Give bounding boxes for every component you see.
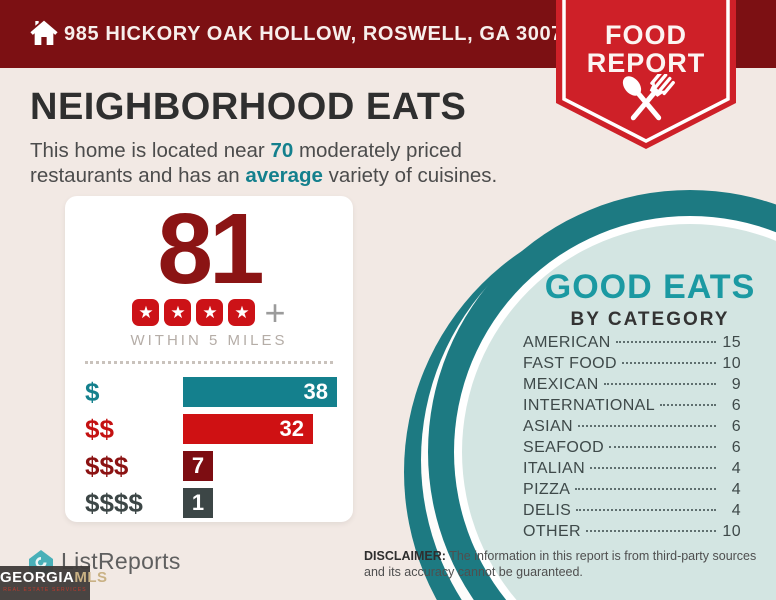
- category-label: SEAFOOD: [523, 439, 605, 456]
- ribbon-label-report: REPORT: [586, 48, 706, 78]
- category-row: ITALIAN 4: [523, 460, 741, 481]
- category-label: AMERICAN: [523, 334, 611, 351]
- category-row: PIZZA 4: [523, 481, 741, 502]
- category-value: 10: [722, 355, 741, 372]
- category-row: MEXICAN 9: [523, 376, 741, 397]
- dotted-leader: [603, 383, 716, 385]
- subtitle-text: variety of cuisines.: [322, 164, 498, 187]
- category-value: 6: [731, 418, 741, 435]
- category-value: 6: [731, 439, 741, 456]
- dotted-leader: [590, 467, 716, 469]
- spoon-fork-icon: [622, 74, 675, 121]
- bar-value: 38: [303, 379, 328, 404]
- disclaimer-text: The information in this report is from t…: [364, 549, 757, 579]
- disclaimer: DISCLAIMER: The information in this repo…: [364, 548, 766, 580]
- category-row: INTERNATIONAL 6: [523, 397, 741, 418]
- category-row: DELIS 4: [523, 502, 741, 523]
- bar: 1: [183, 488, 213, 518]
- dotted-leader: [615, 341, 716, 343]
- bar-value: 1: [191, 490, 205, 515]
- category-value: 4: [731, 481, 741, 498]
- dotted-leader: [586, 530, 716, 532]
- plus-sign: +: [264, 292, 286, 333]
- subtitle-text: This home is located near: [30, 139, 271, 162]
- star-icon: ★: [164, 299, 192, 326]
- good-eats-circle: [404, 190, 776, 600]
- dotted-leader: [578, 425, 716, 427]
- georgia-mls-wordmark: GEORGIAMLS: [0, 569, 108, 586]
- subtitle-text: moderately priced restaurants and has an: [30, 139, 462, 187]
- category-row: AMERICAN 15: [523, 334, 741, 355]
- good-eats-subtitle: BY CATEGORY: [570, 309, 730, 330]
- dotted-leader: [660, 404, 716, 406]
- bar: 38: [183, 377, 337, 407]
- bar-label: $$: [85, 413, 114, 444]
- bar-row: $$$$ 1: [85, 488, 353, 518]
- bar-row: $38: [85, 377, 353, 407]
- price-tier-bar-chart: $38 $$ 32 $$$ 7 $$$$ 1: [65, 377, 353, 518]
- dotted-leader: [621, 362, 716, 364]
- restaurant-score: 81: [157, 193, 264, 305]
- good-eats-header: GOOD EATS BY CATEGORY: [470, 268, 776, 331]
- category-label: FAST FOOD: [523, 355, 617, 372]
- category-list: AMERICAN 15 FAST FOOD 10 MEXICAN 9 INTERNATION…: [523, 334, 741, 544]
- bar: 32: [183, 414, 313, 444]
- category-value: 4: [731, 460, 741, 477]
- category-row: SEAFOOD 6: [523, 439, 741, 460]
- radius-caption: WITHIN 5 MILES: [130, 332, 288, 349]
- bar-label: $: [85, 376, 100, 407]
- disclaimer-label: DISCLAIMER:: [364, 549, 446, 563]
- category-value: 15: [722, 334, 741, 351]
- category-row: OTHER 10: [523, 523, 741, 544]
- star-icon: ★: [228, 299, 256, 326]
- star-rating: ★ ★ ★ ★ +: [65, 292, 353, 333]
- category-row: ASIAN 6: [523, 418, 741, 439]
- category-value: 4: [731, 502, 741, 519]
- bar-row: $$ 32: [85, 414, 353, 444]
- dotted-divider: [85, 361, 333, 364]
- category-value: 6: [731, 397, 741, 414]
- georgia-mls-logo: GEORGIAMLS REAL ESTATE SERVICES: [0, 566, 108, 600]
- star-icon: ★: [132, 299, 160, 326]
- category-value: 9: [731, 376, 741, 393]
- home-icon: [30, 20, 58, 45]
- score-card: 81 ★ ★ ★ ★ + WITHIN 5 MILES $38 $$ 32 $$$ 7 $$$$ 1: [65, 196, 353, 522]
- bar-value: 7: [191, 453, 205, 478]
- page-subtitle: This home is located near 70 moderately …: [30, 138, 560, 188]
- star-icon: ★: [196, 299, 224, 326]
- dotted-leader: [575, 488, 716, 490]
- category-label: ITALIAN: [523, 460, 586, 477]
- category-label: MEXICAN: [523, 376, 599, 393]
- dotted-leader: [609, 446, 716, 448]
- category-label: DELIS: [523, 502, 572, 519]
- category-value: 10: [722, 523, 741, 540]
- ribbon-label-food: FOOD: [605, 20, 687, 50]
- category-label: ASIAN: [523, 418, 574, 435]
- bar-row: $$$ 7: [85, 451, 353, 481]
- property-address: 985 HICKORY OAK HOLLOW, ROSWELL, GA 3007…: [64, 23, 575, 45]
- category-label: PIZZA: [523, 481, 571, 498]
- good-eats-title: GOOD EATS: [544, 268, 756, 306]
- page-title: NEIGHBORHOOD EATS: [30, 86, 467, 128]
- variety-highlight: average: [245, 164, 323, 187]
- ribbon-shape: [556, 0, 736, 149]
- georgia-mls-tagline: REAL ESTATE SERVICES: [3, 587, 87, 593]
- category-label: INTERNATIONAL: [523, 397, 656, 414]
- bar: 7: [183, 451, 213, 481]
- food-report-ribbon: FOOD REPORT: [556, 0, 736, 152]
- dotted-leader: [576, 509, 716, 511]
- category-label: OTHER: [523, 523, 581, 540]
- bar-value: 32: [279, 416, 304, 441]
- bar-label: $$$: [85, 450, 129, 481]
- bar-label: $$$$: [85, 487, 143, 518]
- restaurant-count: 70: [270, 139, 294, 162]
- category-row: FAST FOOD 10: [523, 355, 741, 376]
